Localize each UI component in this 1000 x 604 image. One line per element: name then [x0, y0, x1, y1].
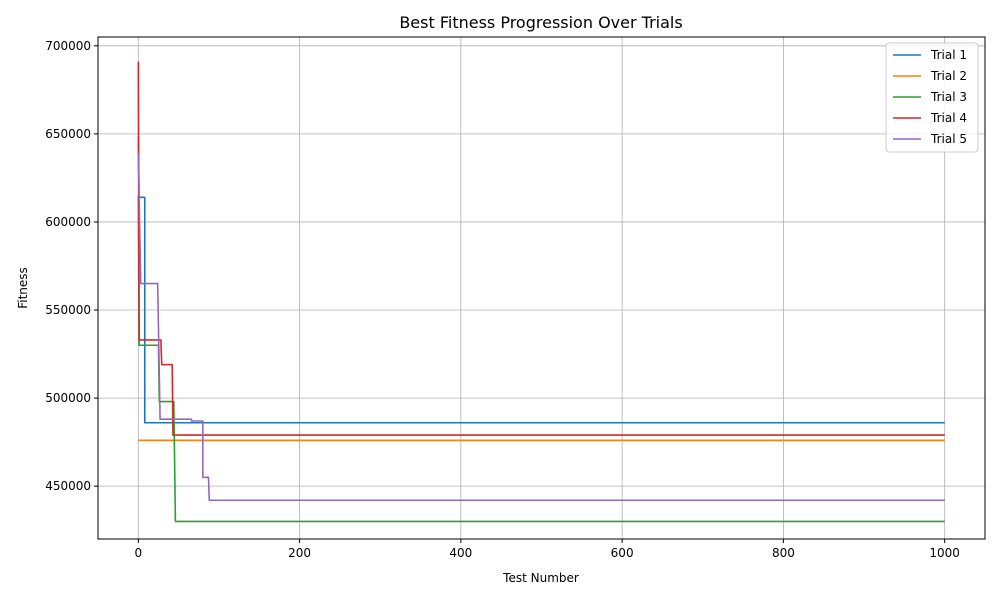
x-tick-label: 0	[134, 546, 142, 560]
plot-frame	[97, 36, 986, 540]
legend-box	[885, 42, 979, 153]
series-line-trial-5	[137, 153, 945, 502]
x-tick-label: 200	[288, 546, 311, 560]
y-tick-label: 700000	[45, 39, 91, 53]
y-tick-label: 450000	[45, 479, 91, 493]
legend-label-trial-3: Trial 3	[930, 90, 967, 104]
legend: Trial 1 Trial 2 Trial 3 Trial 4 Trial 5	[885, 42, 979, 153]
legend-label-trial-2: Trial 2	[930, 69, 967, 83]
y-tick-label: 600000	[45, 215, 91, 229]
legend-label-trial-1: Trial 1	[930, 48, 967, 62]
x-axis-label: Test Number	[502, 571, 579, 585]
chart-title: Best Fitness Progression Over Trials	[399, 13, 682, 32]
x-tick-label: 1000	[929, 546, 960, 560]
series-lines	[137, 61, 945, 523]
x-tick-label: 400	[449, 546, 472, 560]
x-tick-label: 600	[611, 546, 634, 560]
series-line-trial-4	[137, 61, 945, 436]
x-axis-ticks: 0 200 400 600 800 1000	[134, 539, 960, 560]
y-axis-ticks: 450000 500000 550000 600000 650000 700000	[45, 39, 98, 493]
y-axis-label: Fitness	[16, 267, 30, 309]
y-tick-label: 650000	[45, 127, 91, 141]
legend-label-trial-4: Trial 4	[930, 111, 967, 125]
y-tick-label: 500000	[45, 391, 91, 405]
y-tick-label: 550000	[45, 303, 91, 317]
x-tick-label: 800	[772, 546, 795, 560]
legend-label-trial-5: Trial 5	[930, 132, 967, 146]
